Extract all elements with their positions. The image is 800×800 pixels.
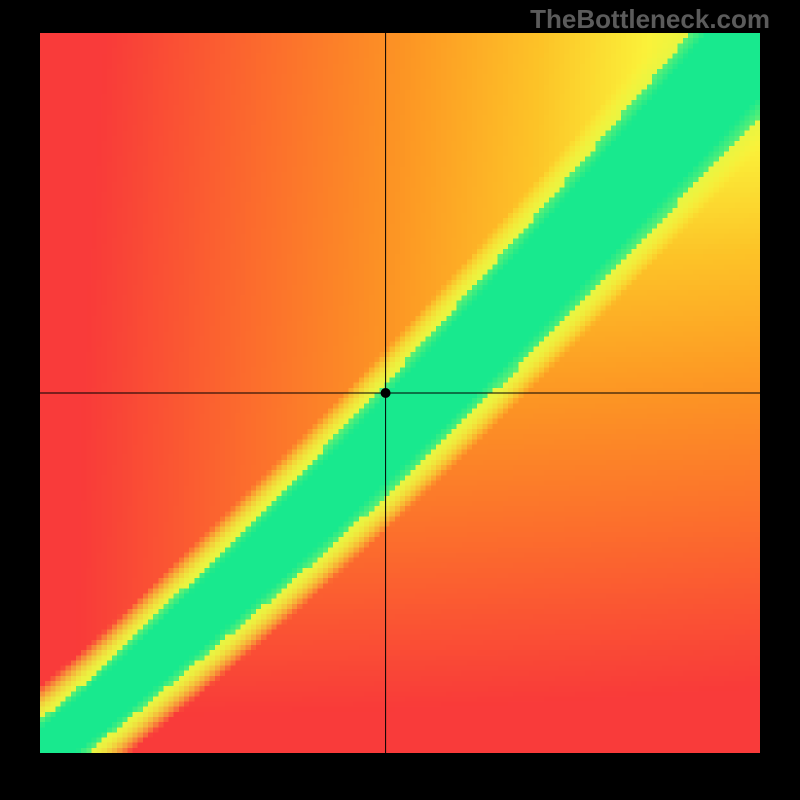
bottleneck-heatmap <box>40 33 760 753</box>
watermark-label: TheBottleneck.com <box>530 4 770 35</box>
chart-container: TheBottleneck.com <box>0 0 800 800</box>
